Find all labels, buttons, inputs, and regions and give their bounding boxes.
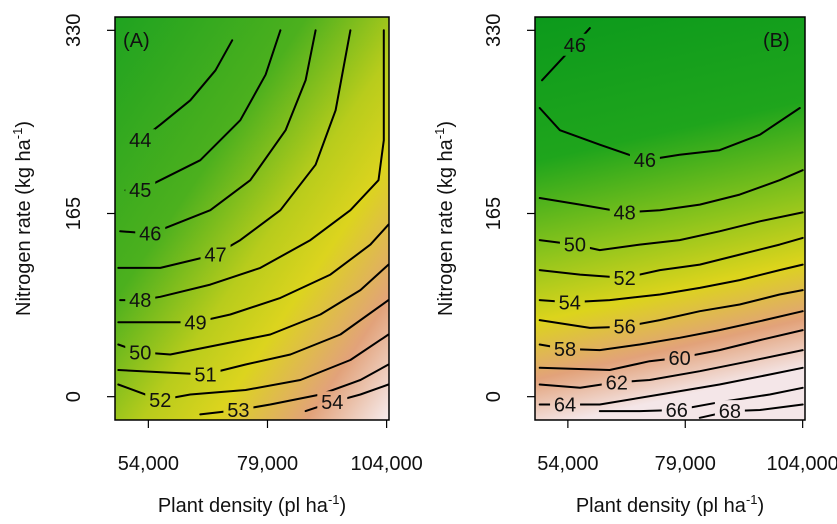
contour-label: 48 — [129, 290, 151, 312]
y-tick-label: 330 — [63, 14, 85, 47]
y-axis-label: Nitrogen rate (kg ha-1) — [10, 121, 35, 316]
contour-label: 46 — [634, 150, 656, 172]
contour-label: 45 — [129, 180, 151, 202]
contour-line — [541, 27, 591, 82]
contour-label: 52 — [614, 268, 636, 290]
x-tick-label: 104,000 — [767, 453, 837, 475]
x-tick-label: 54,000 — [537, 453, 598, 475]
contour-label: 68 — [719, 401, 741, 423]
contour-label: 58 — [554, 339, 576, 361]
y-axis-label-part: -1 — [432, 128, 447, 140]
plot-frame — [534, 16, 806, 421]
contour-label: 47 — [204, 245, 226, 267]
x-tick-label: 79,000 — [655, 453, 716, 475]
contour-line — [538, 366, 804, 406]
contour-label: 60 — [669, 348, 691, 370]
x-axis-label-part: -1 — [746, 492, 758, 507]
x-axis-label-part: -1 — [328, 492, 340, 507]
heatmap-b — [535, 17, 805, 420]
contour-label: 50 — [564, 235, 586, 257]
contour-label: 62 — [606, 372, 628, 394]
contour-line — [119, 29, 317, 235]
contour-label: 48 — [614, 202, 636, 224]
x-tick-label: 54,000 — [118, 453, 179, 475]
contour-line — [538, 107, 801, 162]
contour-line — [538, 289, 804, 329]
contour-line — [117, 299, 390, 376]
y-axis-label-part: Nitrogen rate (kg ha — [13, 138, 35, 316]
contour-line — [124, 29, 282, 192]
x-axis-label-part: Plant density (pl ha — [576, 495, 747, 517]
contour-label: 46 — [139, 223, 161, 245]
panel-label: (B) — [763, 30, 790, 52]
contour-label: 52 — [149, 390, 171, 412]
contour-line — [598, 386, 804, 413]
y-axis-label-part: ) — [435, 121, 457, 128]
y-tick-label: 0 — [63, 391, 85, 402]
contour-line — [538, 310, 804, 352]
y-tick-label: 165 — [63, 197, 85, 230]
contour-line — [117, 263, 390, 356]
panel-label: (A) — [123, 30, 150, 52]
contour-line — [538, 329, 804, 371]
contour-line — [119, 29, 385, 302]
x-axis-label-part: ) — [340, 495, 347, 517]
contour-line — [129, 39, 234, 146]
plot-frame — [114, 16, 390, 421]
heatmap-a — [115, 17, 389, 420]
contour-label: 64 — [554, 394, 576, 416]
x-tick-label: 104,000 — [350, 453, 422, 475]
contour-label: 56 — [614, 317, 636, 339]
y-axis-label: Nitrogen rate (kg ha-1) — [432, 121, 457, 316]
contour-label: 44 — [129, 130, 151, 152]
y-tick-label: 165 — [483, 197, 505, 230]
contour-lines — [117, 29, 390, 416]
y-axis-label-part: -1 — [10, 128, 25, 140]
contour-label: 53 — [227, 400, 249, 422]
x-axis-label-part: ) — [758, 495, 765, 517]
y-axis-label-part: ) — [13, 121, 35, 128]
x-axis-label-part: Plant density (pl ha — [158, 495, 329, 517]
contour-label: 66 — [666, 400, 688, 422]
contour-line — [538, 349, 804, 389]
contour-line — [117, 223, 390, 324]
contour-line — [538, 169, 804, 214]
contour-line — [199, 363, 390, 416]
y-tick-label: 0 — [483, 391, 505, 402]
contour-line — [117, 333, 390, 401]
x-axis-label: Plant density (pl ha-1) — [158, 492, 346, 517]
y-axis-label-part: Nitrogen rate (kg ha — [435, 138, 457, 316]
contour-label: 50 — [129, 342, 151, 364]
contour-label: 54 — [321, 392, 343, 414]
y-tick-label: 330 — [483, 14, 505, 47]
contour-label: 51 — [194, 364, 216, 386]
contour-line — [304, 383, 390, 413]
contour-line — [538, 263, 804, 304]
x-tick-label: 79,000 — [237, 453, 298, 475]
contour-line — [117, 29, 352, 269]
contour-label: 49 — [184, 312, 206, 334]
contour-line — [538, 211, 804, 252]
contour-lines — [538, 27, 804, 419]
contour-line — [538, 236, 804, 279]
x-axis-label: Plant density (pl ha-1) — [576, 492, 764, 517]
contour-label: 54 — [559, 292, 581, 314]
contour-label: 46 — [564, 35, 586, 57]
contour-line — [698, 403, 804, 419]
